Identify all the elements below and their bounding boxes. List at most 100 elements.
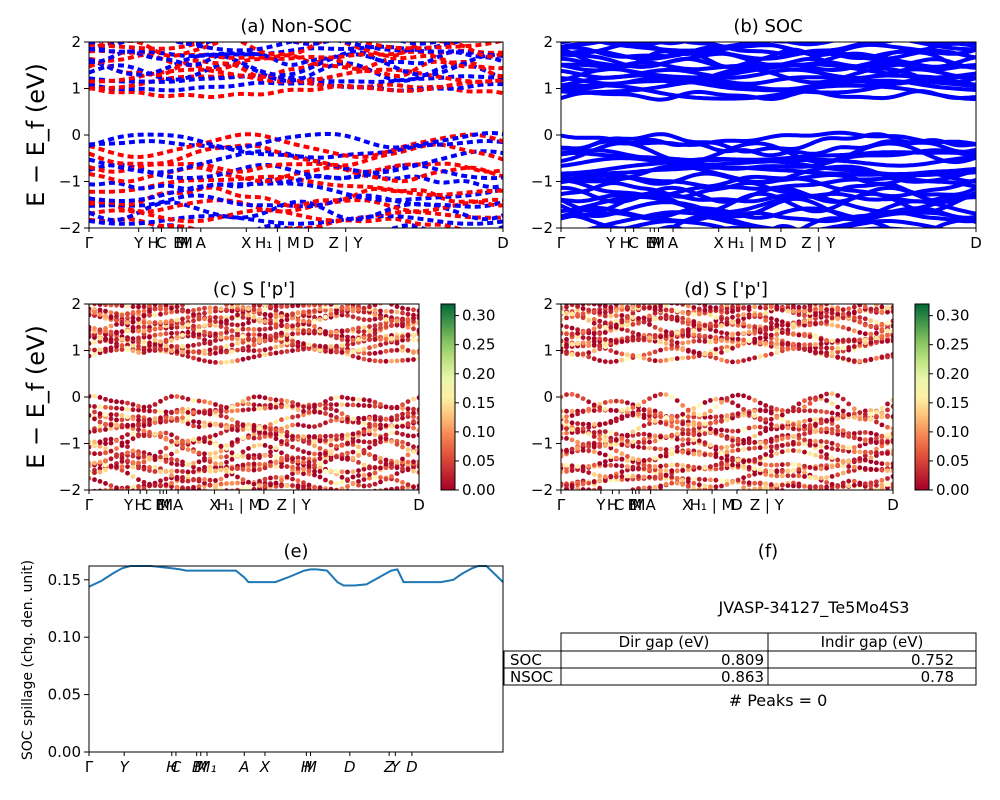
panel-c-point xyxy=(114,485,119,490)
panel-d-point xyxy=(857,436,863,442)
panel-c-point xyxy=(235,306,240,311)
panel-b-ytick-label: 2 xyxy=(543,33,553,51)
panel-d-point xyxy=(592,291,597,296)
panel-c-point xyxy=(169,484,174,489)
panel-d-point xyxy=(592,297,597,302)
panel-d-point xyxy=(610,304,612,305)
panel-c-point xyxy=(108,336,114,342)
panel-c-point xyxy=(295,331,301,336)
panel-c-point xyxy=(108,398,114,404)
panel-d-point xyxy=(890,397,893,403)
panel-d-xtick-label: Γ xyxy=(557,496,566,514)
panel-c-point xyxy=(257,339,262,344)
panel-c-point xyxy=(367,416,372,421)
panel-d-point xyxy=(851,478,857,484)
panel-d-point xyxy=(586,463,592,469)
panel-c-point xyxy=(356,415,361,421)
panel-c-point xyxy=(339,456,345,462)
panel-d-point xyxy=(846,337,852,343)
panel-d-point xyxy=(569,341,575,347)
panel-d-point xyxy=(664,291,669,296)
panel-c-xtick-label: Y xyxy=(123,496,134,514)
panel-d-point xyxy=(774,294,779,299)
panel-c-point xyxy=(246,487,251,490)
panel-c-point xyxy=(92,428,97,434)
panel-c-point xyxy=(191,283,196,288)
panel-c-point xyxy=(328,480,334,485)
panel-d-point xyxy=(862,304,868,310)
panel-c-point xyxy=(295,304,301,308)
panel-c-point xyxy=(350,314,356,320)
panel-c-point xyxy=(268,304,273,309)
panel-d-point xyxy=(813,502,818,507)
panel-d-point xyxy=(597,293,602,298)
panel-c-point xyxy=(246,446,251,451)
panel-c-point xyxy=(257,467,262,472)
panel-c-point xyxy=(97,404,103,410)
panel-c-point xyxy=(262,306,268,312)
panel-c-point xyxy=(290,422,295,428)
panel-c-point xyxy=(229,417,235,423)
panel-c-point xyxy=(235,336,240,342)
panel-c-point xyxy=(208,292,213,297)
panel-d-point xyxy=(586,350,592,356)
panel-c-point xyxy=(389,304,394,307)
panel-c-point xyxy=(174,468,180,474)
panel-c-point xyxy=(240,304,246,310)
panel-c-point xyxy=(240,322,246,327)
panel-c-point xyxy=(356,402,361,408)
panel-c-point xyxy=(92,470,97,476)
panel-d-point xyxy=(829,481,835,487)
table-row-soc-label: SOC xyxy=(510,651,542,669)
panel-c-point xyxy=(246,455,251,461)
panel-d-point xyxy=(890,329,893,334)
panel-c-point xyxy=(152,402,158,407)
panel-c-point xyxy=(389,318,394,323)
panel-d-point xyxy=(851,445,857,450)
panel-c-point xyxy=(400,423,405,429)
panel-c-xtick-label: C xyxy=(142,496,152,514)
panel-c-point xyxy=(345,289,350,294)
panel-d-point xyxy=(797,297,802,302)
panel-d-point xyxy=(829,426,835,432)
panel-c-point xyxy=(197,292,202,297)
panel-c-point xyxy=(405,441,411,447)
panel-c-point xyxy=(141,423,147,429)
panel-c-point xyxy=(119,304,125,309)
panel-d-point xyxy=(874,493,879,498)
panel-c-point xyxy=(362,298,367,303)
panel-d-point xyxy=(874,446,879,452)
panel-c-point xyxy=(196,314,202,320)
panel-d-point xyxy=(724,457,730,462)
panel-d-point xyxy=(642,294,647,299)
panel-d-point xyxy=(652,358,658,364)
panel-c-point xyxy=(141,479,147,485)
panel-c-point xyxy=(196,484,202,489)
panel-c-point xyxy=(416,319,419,325)
panel-c-point xyxy=(229,457,235,462)
panel-c-point xyxy=(119,343,125,349)
panel-c-point xyxy=(163,304,169,307)
panel-c-point xyxy=(246,348,251,353)
panel-c-point xyxy=(169,473,174,478)
panel-d-point xyxy=(696,350,702,356)
panel-d-point xyxy=(869,495,874,500)
panel-c-point xyxy=(290,414,295,420)
panel-d-xtick-label: X xyxy=(682,496,692,514)
panel-c-point xyxy=(125,458,130,464)
panel-c-point xyxy=(361,477,367,482)
panel-c-point xyxy=(372,417,378,422)
panel-d-point xyxy=(724,321,730,327)
panel-d-point xyxy=(735,457,741,463)
panel-c-point xyxy=(290,456,295,462)
panel-d-point xyxy=(580,315,586,321)
panel-c-point xyxy=(240,399,246,404)
panel-d-point xyxy=(824,426,829,432)
panel-d-point xyxy=(818,427,824,432)
panel-c-point xyxy=(306,434,312,439)
panel-c-point xyxy=(169,296,174,301)
panel-c-point xyxy=(389,348,394,353)
panel-c-point xyxy=(174,416,180,421)
panel-d-ytick-label: −2 xyxy=(531,481,553,499)
panel-d-point xyxy=(818,439,824,444)
